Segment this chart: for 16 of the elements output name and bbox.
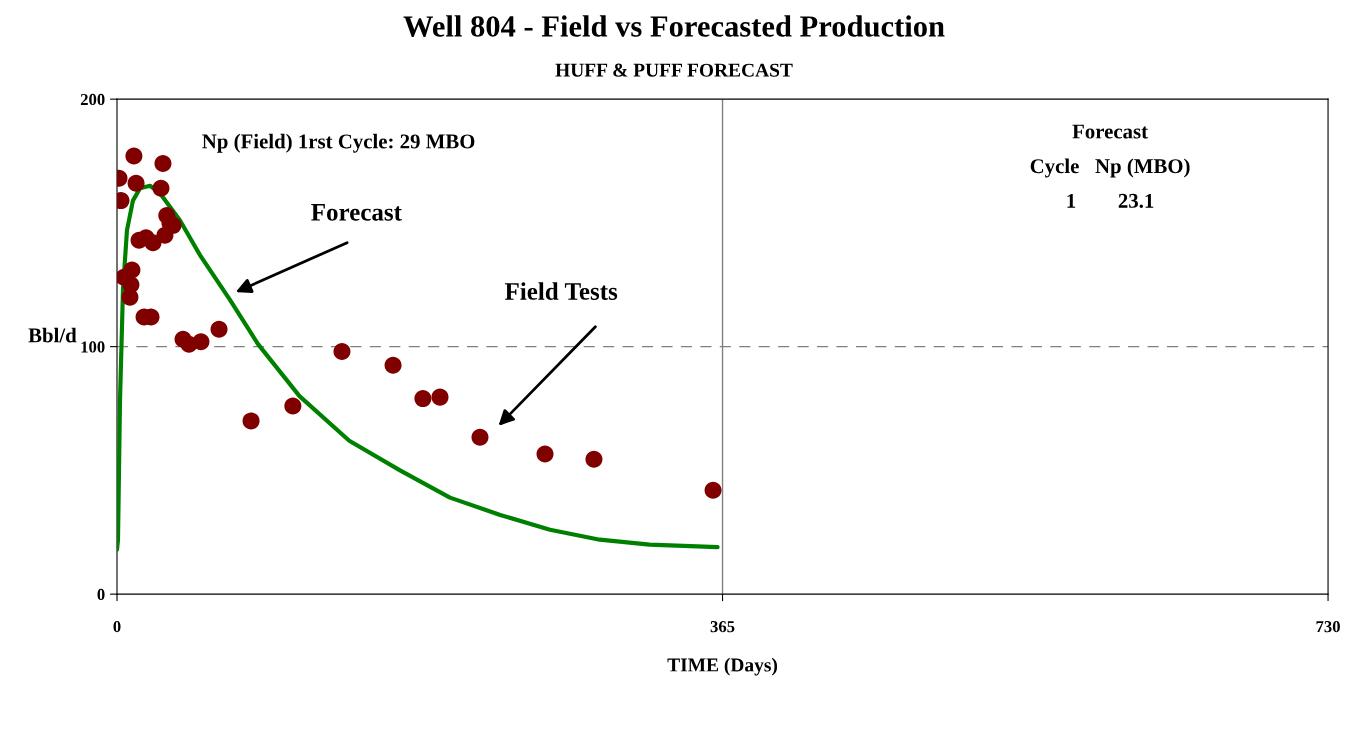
annotation: Cycle Np (MBO) bbox=[1030, 158, 1190, 178]
annotation: Np (Field) 1rst Cycle: 29 MBO bbox=[202, 133, 475, 153]
annotation: 1 23.1 bbox=[1067, 193, 1154, 208]
x-tick-label: 0 bbox=[113, 621, 121, 633]
x-tick-label: 365 bbox=[710, 621, 735, 633]
x-axis-title: TIME (Days) bbox=[667, 657, 778, 676]
annotation: Field Tests bbox=[504, 282, 618, 300]
chart-title: Well 804 - Field vs Forecasted Production bbox=[403, 15, 945, 37]
y-tick-label: 200 bbox=[80, 93, 105, 106]
y-axis-title: Bbl/d bbox=[28, 327, 77, 343]
annotation: Forecast bbox=[311, 204, 402, 221]
y-tick-label: 100 bbox=[81, 341, 105, 353]
x-tick-label: 730 bbox=[1316, 621, 1340, 633]
chart-subtitle: HUFF & PUFF FORECAST bbox=[555, 63, 793, 77]
y-tick-label: 0 bbox=[97, 588, 105, 601]
annotation: Forecast bbox=[1072, 124, 1148, 139]
